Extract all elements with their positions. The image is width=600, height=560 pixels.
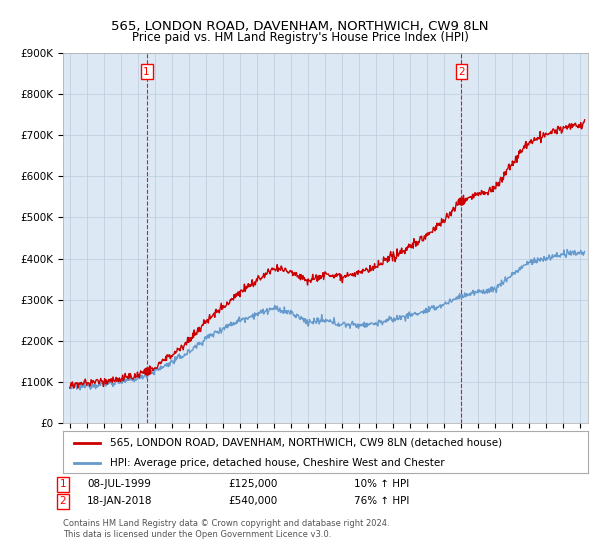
Text: £125,000: £125,000 [228, 479, 277, 489]
Text: 2: 2 [59, 496, 67, 506]
Text: 76% ↑ HPI: 76% ↑ HPI [354, 496, 409, 506]
Text: 2: 2 [458, 67, 465, 77]
Text: Contains HM Land Registry data © Crown copyright and database right 2024.
This d: Contains HM Land Registry data © Crown c… [63, 520, 389, 539]
Text: 565, LONDON ROAD, DAVENHAM, NORTHWICH, CW9 8LN (detached house): 565, LONDON ROAD, DAVENHAM, NORTHWICH, C… [110, 438, 502, 448]
Text: 08-JUL-1999: 08-JUL-1999 [87, 479, 151, 489]
Text: HPI: Average price, detached house, Cheshire West and Chester: HPI: Average price, detached house, Ches… [110, 458, 445, 468]
Text: 1: 1 [143, 67, 150, 77]
Text: 1: 1 [59, 479, 67, 489]
Text: Price paid vs. HM Land Registry's House Price Index (HPI): Price paid vs. HM Land Registry's House … [131, 31, 469, 44]
Text: £540,000: £540,000 [228, 496, 277, 506]
Text: 10% ↑ HPI: 10% ↑ HPI [354, 479, 409, 489]
Text: 18-JAN-2018: 18-JAN-2018 [87, 496, 152, 506]
Text: 565, LONDON ROAD, DAVENHAM, NORTHWICH, CW9 8LN: 565, LONDON ROAD, DAVENHAM, NORTHWICH, C… [111, 20, 489, 32]
